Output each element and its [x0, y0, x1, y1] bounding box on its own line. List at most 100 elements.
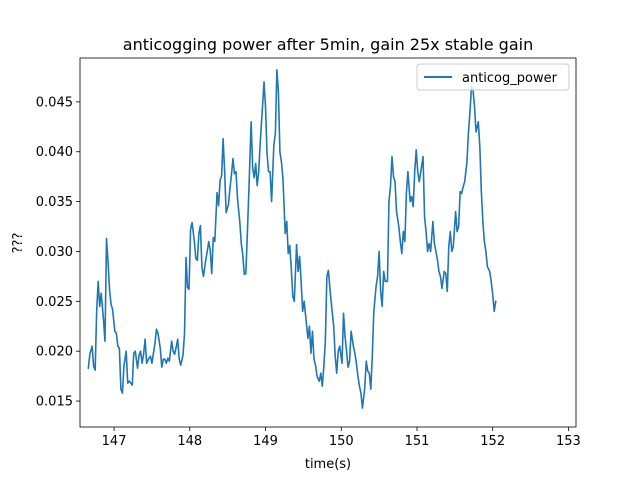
- series-line-anticog-power: [87, 69, 497, 409]
- data-point: [276, 69, 278, 71]
- data-point: [289, 244, 291, 247]
- data-point: [430, 250, 432, 253]
- data-point: [415, 149, 417, 151]
- data-point: [100, 292, 102, 294]
- data-point: [375, 285, 377, 287]
- data-point: [336, 372, 338, 374]
- data-point: [125, 350, 127, 352]
- data-point: [177, 338, 179, 340]
- data-point: [380, 290, 382, 292]
- data-point: [432, 220, 434, 223]
- data-point: [354, 352, 356, 354]
- data-point: [175, 346, 177, 348]
- data-point: [402, 230, 404, 233]
- data-point: [127, 382, 129, 384]
- x-tick-label: 152: [480, 434, 505, 449]
- data-point: [295, 243, 298, 246]
- data-point: [199, 224, 201, 227]
- data-point: [334, 355, 336, 357]
- data-point: [492, 293, 494, 295]
- data-point: [162, 358, 164, 360]
- data-point: [282, 178, 284, 180]
- data-point: [214, 240, 216, 243]
- data-point: [418, 181, 420, 183]
- data-point: [274, 133, 276, 135]
- data-point: [193, 240, 195, 243]
- data-point: [217, 205, 220, 207]
- data-point: [93, 365, 95, 367]
- data-point: [240, 242, 242, 245]
- data-point: [89, 353, 91, 355]
- data-point: [167, 357, 169, 359]
- data-point: [383, 270, 385, 273]
- data-point: [302, 310, 304, 312]
- data-point: [436, 258, 439, 261]
- data-point: [452, 245, 454, 248]
- data-point: [183, 333, 186, 335]
- data-point: [314, 364, 317, 366]
- data-point: [347, 366, 349, 368]
- data-point: [331, 310, 333, 312]
- data-point: [323, 365, 325, 367]
- data-point: [395, 210, 398, 213]
- data-point: [253, 177, 255, 179]
- data-point: [250, 121, 252, 123]
- data-point: [255, 163, 257, 165]
- data-point: [286, 220, 288, 223]
- plot-area: [87, 69, 497, 409]
- data-point: [280, 161, 283, 163]
- data-point: [311, 330, 314, 332]
- data-point: [229, 188, 231, 190]
- data-point: [480, 191, 482, 193]
- data-point: [433, 242, 435, 245]
- data-point: [490, 280, 492, 282]
- data-point: [318, 380, 320, 382]
- data-point: [144, 338, 146, 340]
- y-tick-label: 0.045: [36, 95, 73, 110]
- data-point: [94, 369, 96, 371]
- data-point: [110, 303, 112, 305]
- data-point: [386, 280, 389, 282]
- data-point: [426, 250, 429, 253]
- data-point: [495, 300, 497, 302]
- data-point: [239, 220, 241, 223]
- data-point: [473, 106, 476, 108]
- data-point: [341, 362, 343, 364]
- data-point: [445, 272, 447, 275]
- data-point: [205, 259, 207, 262]
- x-tick-label: 148: [177, 434, 202, 449]
- data-point: [168, 360, 170, 362]
- data-point: [141, 362, 143, 364]
- data-point: [235, 171, 237, 173]
- data-point: [438, 270, 440, 273]
- data-point: [425, 230, 427, 233]
- data-point: [446, 290, 448, 292]
- data-point: [320, 372, 322, 374]
- data-point: [344, 335, 346, 337]
- data-point: [233, 173, 236, 175]
- x-tick-label: 150: [329, 434, 354, 449]
- data-point: [357, 375, 359, 377]
- data-point: [482, 220, 484, 223]
- data-point: [404, 240, 406, 243]
- data-point: [245, 272, 247, 275]
- data-point: [364, 387, 366, 389]
- data-point: [136, 367, 139, 369]
- data-point: [345, 350, 348, 352]
- data-point: [367, 370, 369, 372]
- data-point: [263, 81, 265, 83]
- x-tick-label: 149: [253, 434, 278, 449]
- y-tick-label: 0.020: [36, 345, 73, 360]
- data-point: [389, 186, 392, 188]
- data-point: [352, 345, 354, 347]
- data-point: [339, 345, 341, 347]
- data-point: [155, 328, 158, 330]
- data-point: [149, 355, 152, 357]
- data-point: [307, 337, 309, 339]
- y-tick-label: 0.040: [36, 145, 73, 160]
- data-point: [355, 362, 357, 364]
- data-point: [475, 131, 477, 133]
- data-point: [219, 180, 221, 182]
- data-point: [401, 252, 403, 255]
